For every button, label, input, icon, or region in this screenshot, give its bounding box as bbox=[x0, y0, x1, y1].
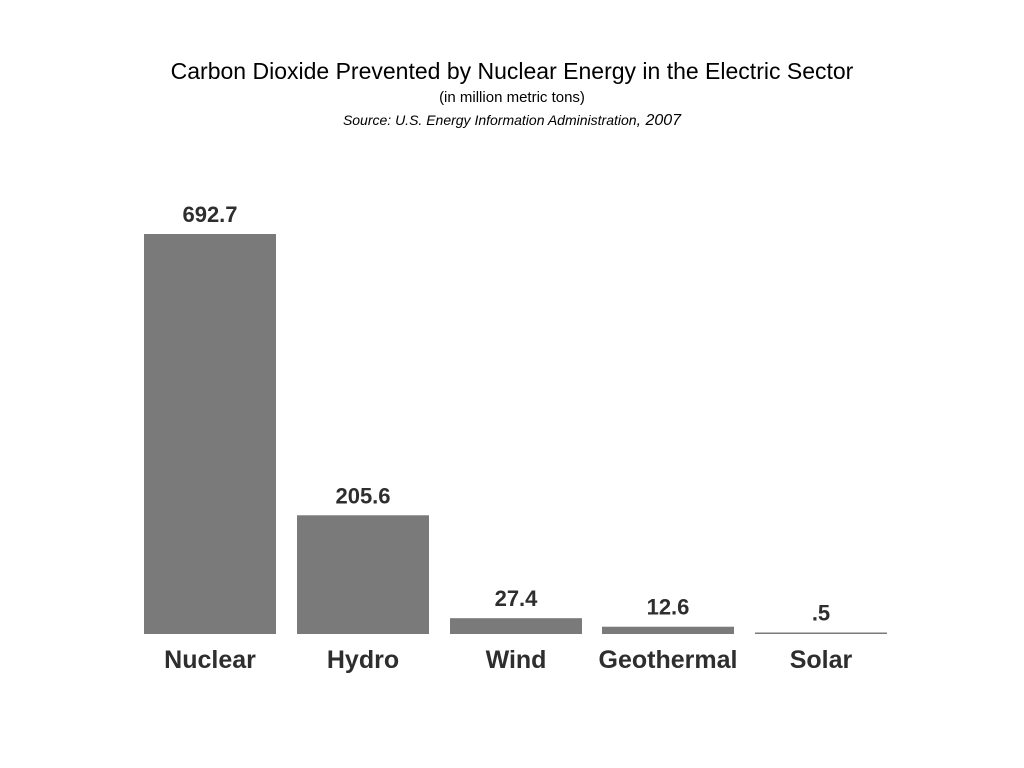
chart-title: Carbon Dioxide Prevented by Nuclear Ener… bbox=[170, 58, 854, 84]
value-labels-group: 692.7 205.6 27.4 12.6 .5 bbox=[182, 202, 830, 626]
bar-nuclear bbox=[144, 234, 276, 634]
chart-subtitle: (in million metric tons) bbox=[439, 89, 585, 106]
value-label-geothermal: 12.6 bbox=[647, 595, 690, 620]
category-label-hydro: Hydro bbox=[327, 646, 399, 674]
bars-group bbox=[144, 234, 887, 634]
category-label-nuclear: Nuclear bbox=[164, 646, 256, 674]
bar-wind bbox=[450, 618, 582, 634]
source-text: Source: U.S. Energy Information Administ… bbox=[342, 112, 637, 128]
category-label-geothermal: Geothermal bbox=[599, 646, 738, 674]
value-label-nuclear: 692.7 bbox=[182, 202, 237, 227]
category-label-solar: Solar bbox=[790, 646, 853, 674]
bar-hydro bbox=[297, 515, 429, 634]
category-labels-group: Nuclear Hydro Wind Geothermal Solar bbox=[164, 646, 852, 674]
value-label-wind: 27.4 bbox=[495, 586, 539, 611]
bar-geothermal bbox=[602, 626, 734, 634]
value-label-hydro: 205.6 bbox=[335, 483, 390, 508]
chart-source: Source: U.S. Energy Information Administ… bbox=[0, 109, 1024, 132]
category-label-wind: Wind bbox=[486, 646, 547, 674]
source-year: , 2007 bbox=[636, 112, 682, 129]
chart-header: Carbon Dioxide Prevented by Nuclear Ener… bbox=[0, 55, 1024, 132]
bar-solar bbox=[755, 632, 887, 634]
value-label-solar: .5 bbox=[812, 601, 830, 626]
